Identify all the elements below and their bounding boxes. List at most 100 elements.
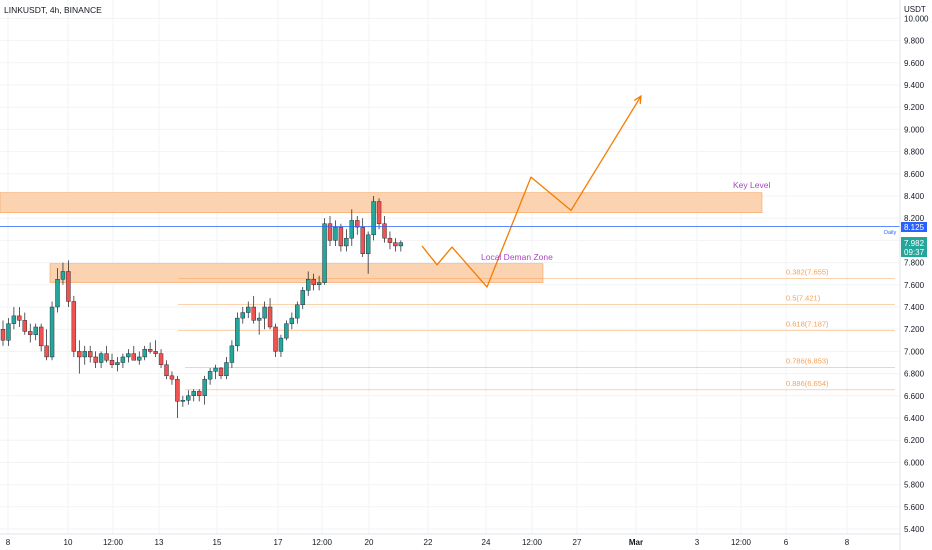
candle-body[interactable] [273, 326, 278, 352]
candle-body[interactable] [180, 400, 186, 402]
candle-body[interactable] [360, 226, 365, 254]
candle-body[interactable] [235, 317, 240, 347]
projection-path[interactable] [421, 95, 642, 288]
candle-body[interactable] [267, 306, 273, 328]
candles-layer[interactable] [0, 196, 404, 418]
candle-body[interactable] [246, 306, 251, 313]
candle-body[interactable] [333, 226, 338, 241]
zones-layer [0, 192, 763, 283]
candle-body[interactable] [142, 348, 147, 358]
candle-body[interactable] [289, 317, 295, 324]
candle-body[interactable] [202, 378, 207, 396]
candle-body[interactable] [371, 201, 376, 236]
candle-body[interactable] [278, 337, 284, 352]
candle-body[interactable] [196, 391, 202, 396]
candle-body[interactable] [327, 223, 333, 241]
candle-body[interactable] [17, 315, 22, 321]
candle-body[interactable] [38, 326, 44, 347]
price-tick-label: 8.600 [904, 170, 925, 179]
symbol-title[interactable]: LINKUSDT, 4h, BINANCE [4, 5, 102, 15]
time-axis[interactable]: 8 10 12:00 13 15 17 12:00 20 22 24 12:00 27 Mar 3 12:0… [6, 538, 850, 547]
candle-body[interactable] [175, 378, 180, 402]
candle-body[interactable] [49, 306, 55, 358]
candle-body[interactable] [207, 371, 213, 380]
candle-body[interactable] [93, 356, 98, 363]
candle-body[interactable] [147, 348, 153, 352]
candle-body[interactable] [284, 323, 289, 339]
current-line-badge-bg [901, 222, 927, 232]
candle-body[interactable] [126, 353, 131, 358]
candle-body[interactable] [191, 391, 196, 396]
candle-body[interactable] [153, 351, 158, 354]
time-tick-label: 12:00 [731, 538, 752, 547]
candle-body[interactable] [306, 279, 311, 291]
candle-body[interactable] [87, 351, 93, 358]
candle-body[interactable] [44, 345, 49, 358]
candle-body[interactable] [344, 237, 349, 247]
candle-body[interactable] [355, 220, 360, 228]
last-price-badge-bg [901, 237, 927, 257]
candle-body[interactable] [365, 234, 371, 254]
candle-body[interactable] [262, 306, 267, 319]
candle-body[interactable] [22, 320, 27, 332]
candle-body[interactable] [158, 353, 164, 365]
current-line-badge-label: 8.125 [904, 223, 925, 232]
candle-body[interactable] [349, 220, 354, 239]
last-price-value: 7.982 [904, 239, 925, 248]
time-tick-label: 12:00 [522, 538, 543, 547]
fib-levels-layer: 0.382(7.655) 0.5(7.421) 0.618(7.187) 0.786(… [178, 268, 895, 391]
price-tick-label: 7.400 [904, 303, 925, 312]
candle-body[interactable] [60, 271, 66, 280]
candle-body[interactable] [0, 329, 6, 341]
fib-label: 0.886(6.654) [786, 379, 829, 388]
candle-body[interactable] [115, 362, 120, 365]
candle-body[interactable] [28, 331, 33, 335]
candle-body[interactable] [382, 223, 387, 239]
local-demand-zone[interactable] [49, 263, 544, 283]
candle-body[interactable] [295, 304, 300, 319]
candle-body[interactable] [104, 353, 109, 361]
fib-label: 0.382(7.655) [786, 268, 829, 277]
candle-body[interactable] [311, 279, 316, 286]
candle-body[interactable] [98, 353, 104, 363]
candle-body[interactable] [137, 356, 142, 361]
candle-body[interactable] [169, 375, 175, 380]
candle-body[interactable] [109, 360, 115, 365]
candle-body[interactable] [240, 312, 246, 319]
fib-label: 0.618(7.187) [786, 320, 829, 329]
candle-body[interactable] [186, 395, 191, 401]
candle-body[interactable] [33, 326, 38, 335]
candle-body[interactable] [55, 279, 60, 308]
candle-body[interactable] [398, 242, 404, 247]
projection-layer [421, 94, 642, 288]
candle-body[interactable] [66, 271, 71, 302]
candle-body[interactable] [120, 356, 126, 363]
candle-body[interactable] [11, 315, 17, 324]
candle-body[interactable] [131, 353, 137, 361]
candle-body[interactable] [71, 301, 77, 352]
candle-body[interactable] [224, 362, 229, 377]
candle-body[interactable] [6, 323, 11, 341]
candle-body[interactable] [218, 367, 224, 377]
candle-body[interactable] [82, 351, 87, 358]
price-tick-label: 5.400 [904, 525, 925, 534]
candle-body[interactable] [164, 364, 169, 377]
price-tick-label: 8.200 [904, 214, 925, 223]
candle-body[interactable] [376, 201, 382, 224]
candle-body[interactable] [316, 282, 322, 285]
candle-body[interactable] [393, 242, 398, 247]
candle-body[interactable] [229, 345, 235, 363]
time-tick-label: 27 [573, 538, 582, 547]
candle-body[interactable] [256, 317, 262, 321]
time-tick-label: Mar [629, 538, 643, 547]
candle-body[interactable] [77, 351, 82, 358]
candle-body[interactable] [338, 226, 344, 247]
price-tick-label: 7.800 [904, 259, 925, 268]
candle-body[interactable] [213, 367, 218, 372]
candle-body[interactable] [322, 223, 327, 283]
candle-body[interactable] [387, 237, 393, 243]
price-axis-currency[interactable]: USDT [904, 5, 926, 14]
candle-body[interactable] [300, 290, 305, 305]
candle-body[interactable] [251, 306, 256, 321]
